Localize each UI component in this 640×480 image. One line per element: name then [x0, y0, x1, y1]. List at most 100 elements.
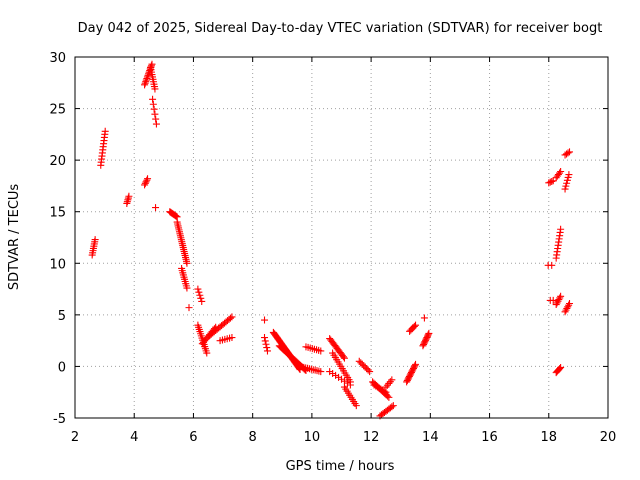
- data-point: [340, 354, 348, 362]
- y-tick-label: 25: [49, 103, 66, 118]
- data-point: [546, 178, 554, 186]
- data-point: [557, 167, 565, 175]
- data-point: [91, 236, 99, 244]
- data-point: [562, 182, 570, 190]
- data-point: [566, 300, 574, 308]
- data-point: [263, 344, 271, 352]
- data-point: [141, 79, 149, 87]
- x-tick-label: 16: [481, 430, 498, 445]
- data-point: [388, 403, 396, 411]
- data-point: [364, 366, 372, 374]
- x-tick-label: 8: [249, 430, 257, 445]
- data-point: [261, 337, 269, 345]
- data-point: [564, 149, 572, 157]
- data-point: [172, 212, 180, 220]
- data-point: [145, 70, 153, 78]
- data-point: [143, 75, 151, 83]
- x-tick-label: 18: [541, 430, 558, 445]
- data-point: [563, 179, 571, 187]
- data-point: [144, 175, 152, 183]
- data-point: [261, 316, 269, 324]
- data-point: [198, 297, 206, 305]
- data-point: [152, 115, 160, 123]
- x-tick-label: 20: [600, 430, 617, 445]
- data-point: [263, 347, 271, 355]
- data-point: [185, 304, 193, 312]
- data-point: [142, 178, 150, 186]
- data-point: [549, 296, 557, 304]
- data-point: [557, 363, 565, 371]
- data-point: [555, 296, 563, 304]
- data-point: [363, 365, 371, 373]
- data-point: [361, 363, 369, 371]
- data-point: [317, 347, 325, 355]
- data-point: [565, 171, 573, 179]
- data-point: [366, 368, 374, 376]
- data-point: [357, 359, 365, 367]
- data-point: [360, 362, 368, 370]
- data-point: [557, 225, 565, 233]
- y-tick-label: 30: [49, 51, 66, 66]
- x-tick-label: 4: [130, 430, 138, 445]
- x-axis-label: GPS time / hours: [286, 459, 395, 474]
- data-point: [556, 364, 564, 372]
- grid-lines: [75, 57, 608, 418]
- plot-frame: [74, 56, 609, 419]
- data-point: [228, 334, 236, 342]
- data-point: [548, 177, 556, 185]
- data-point: [411, 362, 419, 370]
- data-point: [183, 259, 191, 267]
- data-point: [142, 76, 150, 84]
- data-point: [563, 176, 571, 184]
- y-tick-label: 0: [58, 360, 66, 375]
- x-tick-label: 14: [422, 430, 439, 445]
- data-point: [261, 334, 269, 342]
- data-point: [183, 284, 191, 292]
- y-tick-label: 15: [49, 206, 66, 221]
- y-tick-label: 20: [49, 154, 66, 169]
- data-point: [552, 301, 560, 309]
- data-point: [195, 288, 203, 296]
- data-point: [101, 127, 109, 135]
- data-point: [228, 313, 236, 321]
- data-point: [141, 181, 149, 189]
- data-point: [556, 169, 564, 177]
- data-point: [564, 303, 572, 311]
- data-point: [194, 285, 202, 293]
- data-point: [148, 60, 156, 68]
- data-point: [545, 179, 553, 187]
- data-point: [151, 85, 159, 93]
- data-points: [88, 60, 574, 420]
- data-point: [144, 71, 152, 79]
- data-point: [142, 78, 150, 86]
- data-point: [410, 322, 418, 330]
- data-point: [358, 360, 366, 368]
- x-tick-label: 12: [363, 430, 380, 445]
- data-point: [125, 192, 133, 200]
- data-point: [226, 314, 234, 322]
- data-point: [197, 294, 205, 302]
- data-point: [339, 353, 347, 361]
- data-point: [563, 304, 571, 312]
- data-point: [561, 185, 569, 193]
- data-point: [203, 349, 211, 357]
- data-point: [152, 120, 160, 128]
- data-point: [556, 294, 564, 302]
- y-tick-label: -5: [53, 412, 66, 427]
- chart-title: Day 042 of 2025, Sidereal Day-to-day VTE…: [78, 21, 603, 36]
- x-tick-label: 2: [71, 430, 79, 445]
- data-point: [557, 292, 565, 300]
- data-point: [425, 329, 433, 337]
- data-point: [149, 95, 157, 103]
- data-point: [562, 306, 570, 314]
- data-point: [548, 261, 556, 269]
- data-point: [549, 177, 557, 185]
- data-point: [141, 81, 149, 89]
- data-point: [564, 173, 572, 181]
- x-tick-label: 6: [189, 430, 197, 445]
- data-point: [380, 387, 388, 395]
- data-point: [553, 299, 561, 307]
- data-point: [317, 368, 325, 376]
- data-point: [412, 360, 420, 368]
- data-point: [262, 340, 270, 348]
